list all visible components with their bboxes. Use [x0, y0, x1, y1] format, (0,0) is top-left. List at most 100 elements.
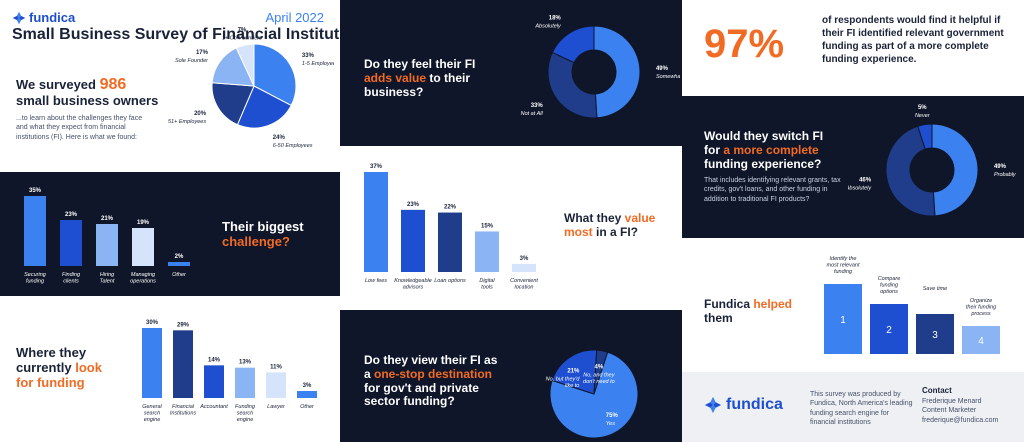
- helped-step-2: 2 Compare funding options: [870, 276, 908, 354]
- step-number: 2: [886, 325, 892, 336]
- bar-category-label: Funding search engine: [235, 404, 256, 423]
- bar-value-label: 15%: [481, 223, 494, 229]
- one-stop-panel: Do they view their FI as a one-stop dest…: [340, 310, 682, 442]
- stat-panel: 97% of respondents would find it helpful…: [682, 0, 1024, 96]
- slice-value-label: 4%: [595, 364, 604, 370]
- bar-category-label: Finding clients: [62, 272, 81, 285]
- slice-51-employees: [211, 82, 255, 126]
- footer-about: This survey was produced by Fundica, Nor…: [810, 391, 913, 427]
- slice-value-label: 75%: [606, 413, 619, 419]
- slice-name-label: No, but they'd like to: [546, 376, 581, 389]
- bar-knowledgeable-advisors: [401, 209, 425, 272]
- step-block: [824, 284, 862, 354]
- slice-name-label: Absolutely: [534, 24, 562, 30]
- slice-value-label: 7%: [238, 27, 247, 33]
- slice-value-label: 49%: [994, 164, 1007, 170]
- bar-category-label: Managing operations: [130, 272, 156, 285]
- slice-value-label: 49%: [656, 66, 669, 72]
- bar-funding-search-engine: [235, 367, 255, 398]
- bar-value-label: 14%: [208, 357, 221, 363]
- contact-email[interactable]: frederique@fundica.com: [922, 416, 999, 424]
- adds-value-chart: 49% Somewhat 33% Not at All 18% Absolutely: [521, 16, 680, 119]
- slice-value-label: 46%: [859, 178, 872, 184]
- bar-finding-clients: [60, 220, 82, 266]
- slice-name-label: Not at All: [521, 111, 544, 117]
- slice-name-label: Somewhat: [656, 74, 680, 80]
- slice-value-label: 21%: [567, 368, 580, 374]
- slice-name-label: Sole Founder: [175, 58, 209, 64]
- step-label: Identify the most relevant funding: [826, 256, 859, 275]
- slice-not-at-all: [547, 51, 598, 119]
- value-most-panel: 37% Low fees 23% Knowledgeable advisors 22% Lo…: [340, 146, 682, 310]
- contact-title: Contact: [922, 386, 952, 395]
- footer-logo: fundica: [704, 396, 783, 414]
- slice-name-label: Probably: [994, 172, 1017, 178]
- bar-general-search-engine: [142, 328, 162, 398]
- slice-value-label: 18%: [549, 16, 562, 22]
- stat-text: of respondents would find it helpful if …: [822, 15, 1004, 65]
- bar-category-label: Low fees: [365, 278, 387, 284]
- slice-value-label: 24%: [273, 135, 286, 141]
- slice-1-co-founders: [235, 43, 255, 87]
- slice-name-label: 51+ Employees: [168, 119, 206, 125]
- bar-category-label: Accountant: [199, 404, 228, 410]
- bar-financial-institutions: [173, 330, 193, 398]
- bar-category-label: Loan options: [434, 278, 466, 284]
- bar-digital-tools: [475, 231, 499, 272]
- bar-category-label: Knowledgeable advisors: [394, 278, 432, 291]
- bar-securing-funding: [24, 196, 46, 266]
- contact-role: Content Marketer: [922, 407, 977, 415]
- report-date: April 2022: [265, 10, 324, 25]
- helped-panel: Fundica helped them 1 Identify the most re…: [682, 238, 1024, 372]
- slice-value-label: 5%: [918, 105, 927, 111]
- surveyed-count: 986: [99, 76, 127, 93]
- bar-value-label: 2%: [175, 254, 184, 260]
- adds-value-heading: Do they feel their FI adds value to thei…: [364, 57, 476, 99]
- bar-managing-operations: [132, 228, 154, 266]
- bar-category-label: Securing funding: [24, 272, 47, 285]
- bar-value-label: 23%: [407, 202, 420, 208]
- challenge-panel: 35% Securing funding 23% Finding clients 21% Hi…: [0, 172, 340, 296]
- step-block: [916, 314, 954, 354]
- fundica-logo-icon: [704, 396, 722, 414]
- step-number: 4: [978, 336, 984, 347]
- slice-absolutely: [885, 125, 936, 217]
- step-block: [870, 304, 908, 354]
- fundica-logo-icon: [12, 11, 26, 24]
- slice-name-label: Absolutely: [848, 186, 872, 192]
- value-most-chart: 37% Low fees 23% Knowledgeable advisors 22% Lo…: [364, 164, 538, 291]
- step-block: [962, 326, 1000, 354]
- bar-category-label: Digital tools: [479, 278, 495, 291]
- bar-value-label: 3%: [303, 383, 312, 389]
- bar-category-label: Lawyer: [267, 404, 286, 410]
- slice-name-label: Yes: [606, 421, 615, 427]
- step-number: 1: [840, 315, 846, 326]
- intro-panel: fundica April 2022 Small Business Survey…: [0, 0, 340, 172]
- slice-1-5-employees: [253, 43, 297, 107]
- slice-no-and-they-don-t-need-to: [593, 349, 609, 395]
- step-label: Compare funding options: [878, 276, 901, 295]
- look-heading: Where they currently look for funding: [16, 345, 102, 390]
- challenge-chart: 35% Securing funding 23% Finding clients 21% Hi…: [24, 188, 190, 285]
- bar-value-label: 37%: [370, 164, 383, 170]
- value-most-heading: What they value most in a FI?: [564, 211, 656, 239]
- one-stop-chart: 75% Yes 21% No, but they'd like to 4% No, and …: [546, 349, 639, 439]
- brand-name: fundica: [29, 10, 76, 25]
- switch-chart: 49% Probably 46% Absolutely 5% Never: [848, 105, 1017, 217]
- bar-other: [297, 391, 317, 398]
- intro-headline: We surveyed 986 small business owners: [16, 76, 159, 109]
- slice-value-label: 33%: [531, 103, 544, 109]
- helped-heading: Fundica helped them: [704, 297, 793, 325]
- bar-hiring-talent: [96, 224, 118, 266]
- bar-value-label: 29%: [177, 322, 190, 328]
- helped-step-4: 4 Organize their funding process: [962, 298, 1000, 354]
- brand-logo: fundica: [12, 10, 75, 25]
- slice-name-label: 1+ Co-Founders: [222, 35, 262, 41]
- bar-value-label: 23%: [65, 212, 78, 218]
- step-label: Save time: [923, 286, 947, 292]
- bar-value-label: 30%: [146, 320, 159, 326]
- helped-step-1: 1 Identify the most relevant funding: [824, 256, 862, 354]
- slice-value-label: 33%: [302, 53, 315, 59]
- slice-6-50-employees: [236, 85, 292, 129]
- slice-sole-founder: [211, 47, 255, 87]
